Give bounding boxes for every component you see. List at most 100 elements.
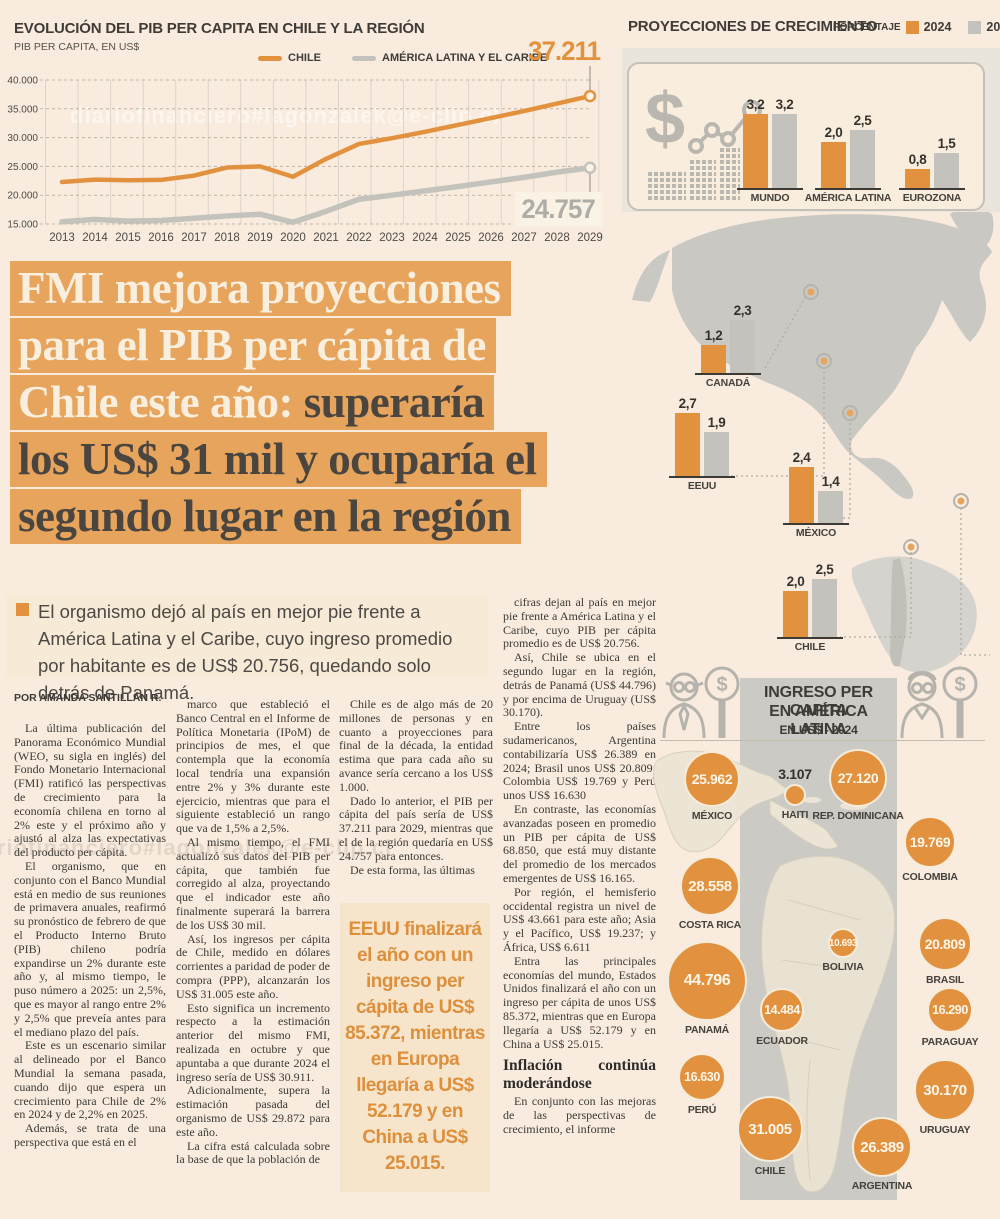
legend-2025-swatch bbox=[968, 20, 982, 34]
article-paragraph: Chile es de algo más de 20 millones de p… bbox=[339, 697, 493, 794]
headline-line-5: segundo lugar en la región bbox=[10, 489, 521, 544]
svg-text:2028: 2028 bbox=[544, 232, 570, 244]
article-paragraph: Así, Chile se ubica en el segundo lugar … bbox=[503, 650, 656, 720]
bar-value-label: 2,5 bbox=[815, 562, 834, 577]
bar-eurozona-2024 bbox=[905, 169, 930, 188]
line-chart-subtitle: PIB PER CAPITA, EN US$ bbox=[14, 41, 140, 53]
bar-value-label: 1,2 bbox=[704, 328, 723, 343]
income-label-costa rica: COSTA RICA bbox=[678, 919, 742, 931]
headline-line-3-light: Chile este año: bbox=[18, 377, 304, 427]
pib-line-chart: 15.000 20.000 25.000 30.000 35.000 40.000 2013… bbox=[7, 66, 603, 244]
income-bubble-méxico: 25.962 bbox=[684, 751, 740, 807]
projections-title: PROYECCIONES DE CRECIMIENTO bbox=[628, 18, 878, 35]
bar-méxico-2025 bbox=[818, 491, 843, 523]
income-bubble-ecuador: 14.484 bbox=[760, 988, 804, 1032]
article-paragraph: En conjunto con las mejoras de las persp… bbox=[503, 1094, 656, 1136]
income-label-rep. dominicana: REP. DOMINICANA bbox=[812, 810, 904, 822]
americas-map bbox=[632, 208, 994, 673]
legend-2025-label: 2025 bbox=[986, 20, 1000, 34]
bar-américa latina-2024 bbox=[821, 142, 846, 188]
article-paragraph: Este es un escenario similar al delinead… bbox=[14, 1038, 166, 1122]
svg-text:2023: 2023 bbox=[379, 232, 405, 244]
analyst-woman-icon: $ bbox=[900, 666, 978, 739]
bar-value-label: 2,5 bbox=[853, 113, 872, 128]
dollar-icon: $ bbox=[645, 79, 686, 159]
income-divider bbox=[660, 740, 985, 741]
bar-canadá-2025 bbox=[730, 320, 755, 373]
svg-text:40.000: 40.000 bbox=[7, 76, 38, 87]
article-paragraph: Por región, el hemisferio occidental reg… bbox=[503, 884, 656, 954]
income-label-méxico: MÉXICO bbox=[691, 810, 733, 822]
caribbean-island-shape bbox=[803, 797, 821, 803]
income-bubble-colombia: 19.769 bbox=[904, 816, 956, 868]
income-label-colombia: COLOMBIA bbox=[902, 871, 958, 883]
lead-box bbox=[6, 594, 489, 678]
bar-category-label: CHILE bbox=[794, 641, 826, 653]
income-label-haiti: HAITI bbox=[781, 809, 809, 821]
bar-category-label: MUNDO bbox=[750, 192, 790, 204]
svg-text:35.000: 35.000 bbox=[7, 104, 38, 115]
income-label-perú: PERÚ bbox=[687, 1104, 717, 1116]
bar-value-label: 2,3 bbox=[733, 303, 752, 318]
article-paragraph: Esto significa un incremento respecto a … bbox=[176, 1000, 330, 1084]
svg-text:$: $ bbox=[716, 674, 727, 696]
bar-chile-2024 bbox=[783, 591, 808, 637]
income-label-bolivia: BOLIVIA bbox=[822, 961, 864, 973]
bar-value-label: 0,8 bbox=[908, 152, 927, 167]
svg-text:2022: 2022 bbox=[346, 232, 372, 244]
headline-line-4: los US$ 31 mil y ocuparía el bbox=[10, 432, 547, 487]
article-paragraph: Así, los ingresos per cápita de Chile, m… bbox=[176, 931, 330, 1001]
income-bubble-brasil: 20.809 bbox=[918, 917, 972, 971]
article-paragraph: marco que estableció el Banco Central en… bbox=[176, 697, 330, 836]
svg-text:2025: 2025 bbox=[445, 232, 471, 244]
svg-text:2027: 2027 bbox=[511, 232, 537, 244]
income-label-ecuador: ECUADOR bbox=[756, 1035, 808, 1047]
income-bubble-argentina: 26.389 bbox=[852, 1117, 912, 1177]
article-paragraph: Adicionalmente, supera la estimación pas… bbox=[176, 1083, 330, 1139]
svg-text:2024: 2024 bbox=[412, 232, 438, 244]
bar-value-label: 1,9 bbox=[707, 415, 726, 430]
income-label-panamá: PANAMÁ bbox=[684, 1024, 730, 1036]
svg-text:2015: 2015 bbox=[115, 232, 141, 244]
line-chart-title: EVOLUCIÓN DEL PIB PER CAPITA EN CHILE Y … bbox=[14, 20, 425, 37]
income-label-paraguay: PARAGUAY bbox=[921, 1036, 979, 1048]
legend-2024-swatch bbox=[905, 20, 919, 34]
bar-baseline bbox=[815, 188, 881, 190]
income-value-haiti: 3.107 bbox=[778, 766, 812, 782]
svg-text:2014: 2014 bbox=[82, 232, 108, 244]
income-label-uruguay: URUGUAY bbox=[919, 1124, 971, 1136]
income-label-chile: CHILE bbox=[754, 1165, 786, 1177]
bar-value-label: 2,0 bbox=[786, 574, 805, 589]
bar-baseline bbox=[777, 637, 843, 639]
svg-text:2016: 2016 bbox=[148, 232, 174, 244]
greenland-shape bbox=[950, 208, 994, 250]
bar-value-label: 1,5 bbox=[937, 136, 956, 151]
bar-value-label: 1,4 bbox=[821, 474, 840, 489]
income-title-line-1: INGRESO PER CAPITA bbox=[764, 684, 873, 719]
building-icon bbox=[648, 172, 686, 200]
latam-legend-label: AMÉRICA LATINA Y EL CARIBE bbox=[382, 52, 548, 64]
article-column-2: marco que estableció el Banco Central en… bbox=[176, 697, 330, 1167]
analyst-man-icon: $ bbox=[662, 666, 740, 739]
svg-text:$: $ bbox=[954, 674, 965, 696]
article-paragraph: Dado lo anterior, el PIB per cápita del … bbox=[339, 793, 493, 863]
latam-legend-swatch bbox=[352, 55, 376, 61]
income-bubble-chile: 31.005 bbox=[737, 1096, 803, 1162]
bar-category-label: EUROZONA bbox=[902, 192, 962, 204]
svg-text:20.000: 20.000 bbox=[7, 191, 38, 202]
svg-text:2026: 2026 bbox=[478, 232, 504, 244]
article-column-4: cifras dejan al país en mejor pie frente… bbox=[503, 595, 656, 1137]
bar-value-label: 2,7 bbox=[678, 396, 697, 411]
map-location-dots bbox=[803, 284, 969, 555]
lead-bullet-icon bbox=[16, 603, 29, 616]
bar-value-label: 2,0 bbox=[824, 125, 843, 140]
north-america-main-shape bbox=[672, 214, 992, 499]
svg-text:30.000: 30.000 bbox=[7, 133, 38, 144]
building-icon bbox=[690, 158, 716, 200]
svg-text:2021: 2021 bbox=[313, 232, 339, 244]
income-bubble-panamá: 44.796 bbox=[667, 941, 747, 1021]
bar-baseline bbox=[899, 188, 965, 190]
chile-strip-shape bbox=[890, 558, 907, 667]
bar-category-label: EEUU bbox=[687, 480, 717, 492]
bar-mundo-2024 bbox=[743, 114, 768, 188]
